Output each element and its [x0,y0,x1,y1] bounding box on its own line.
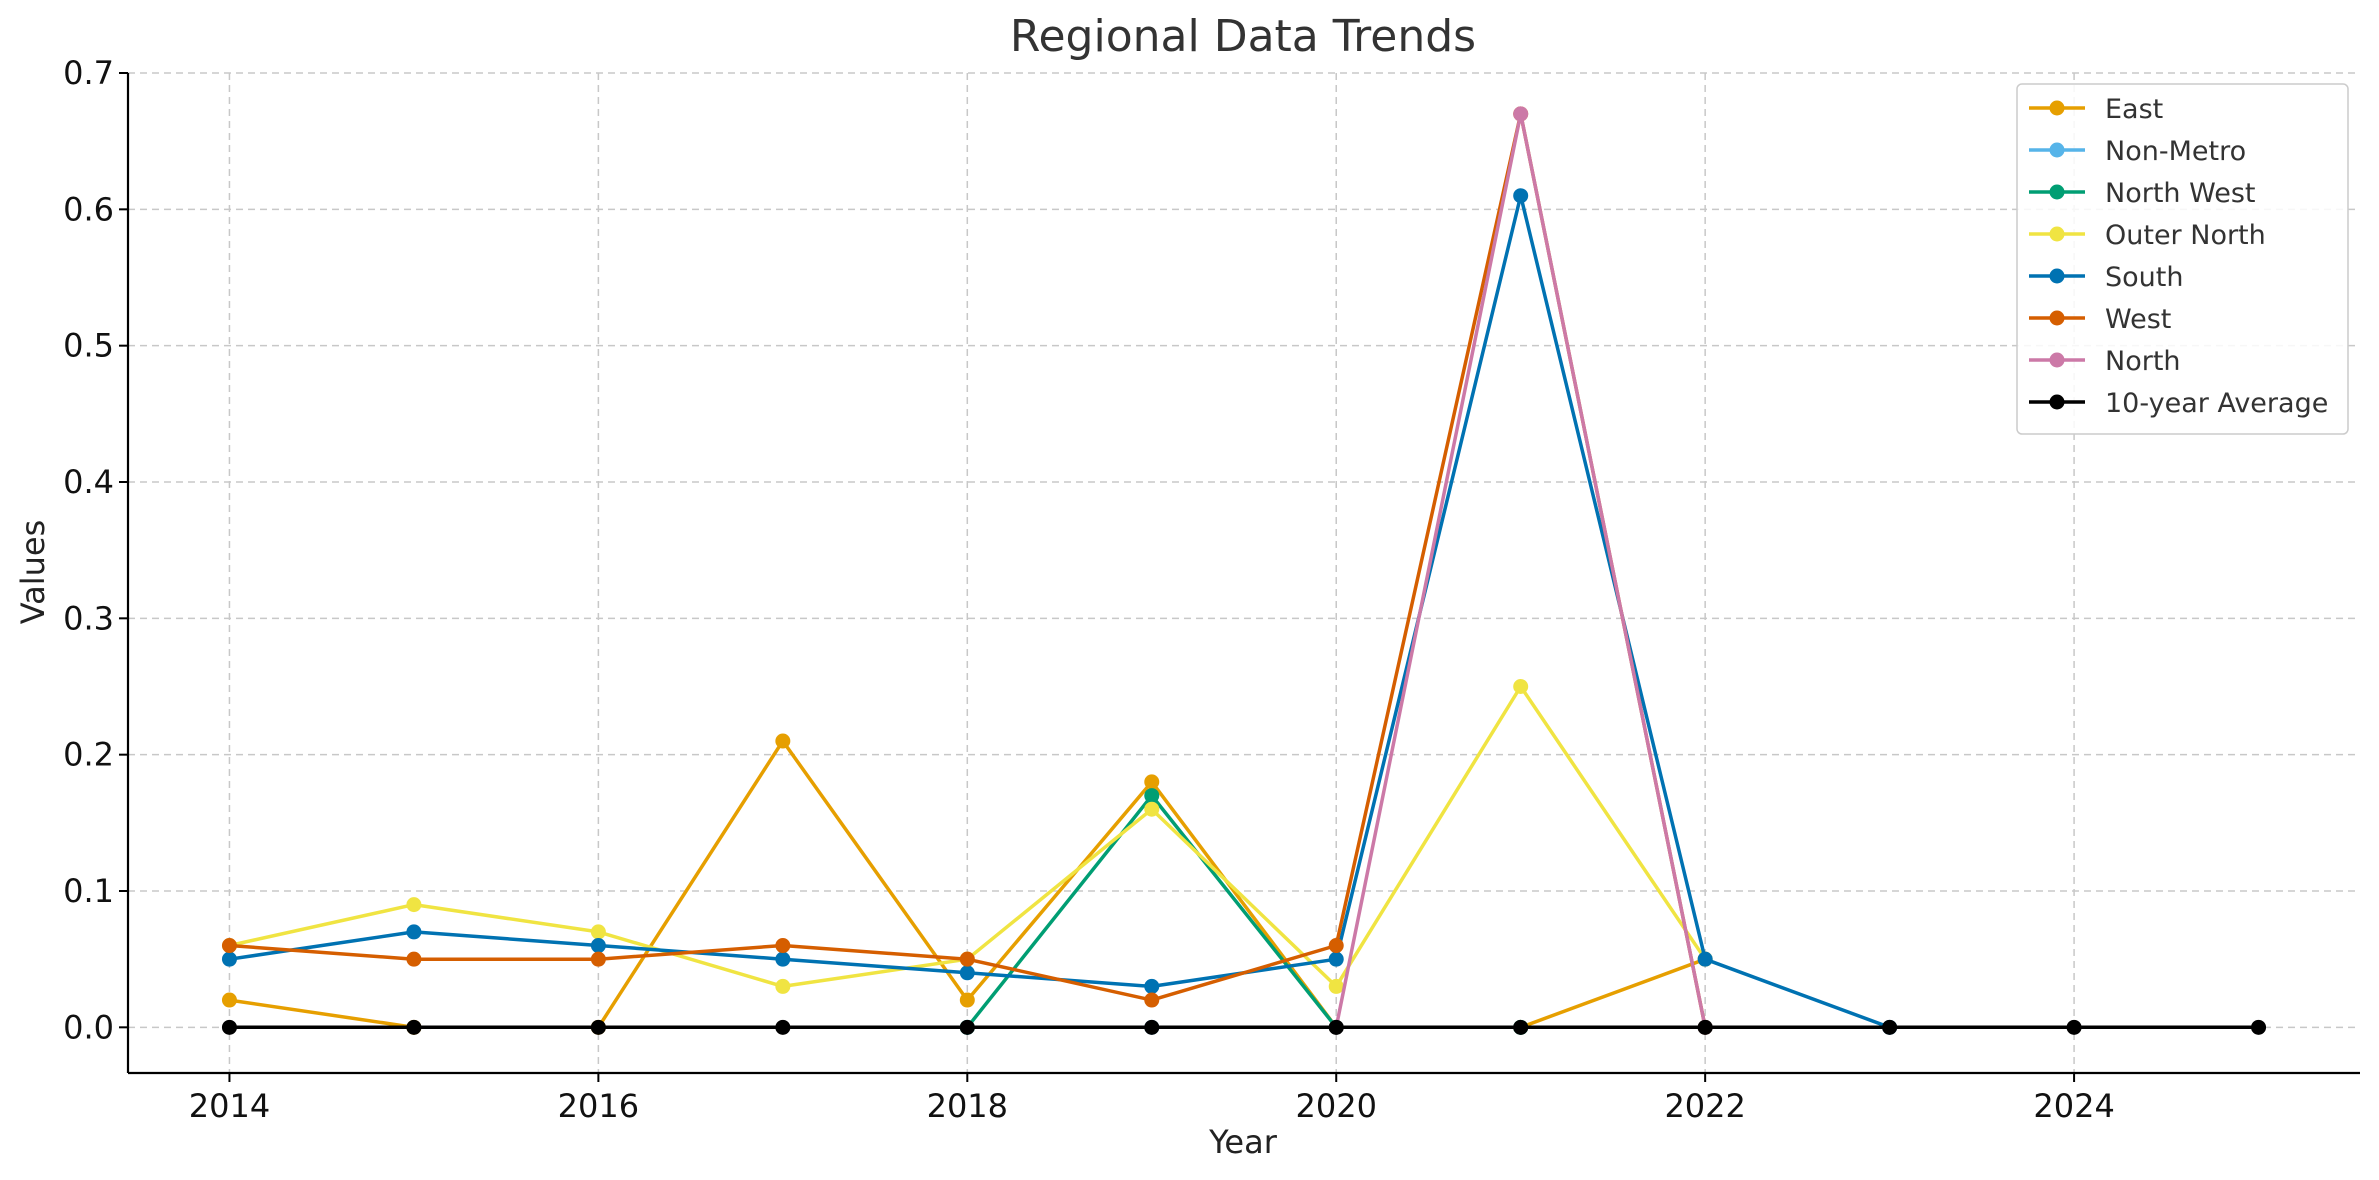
data-point-west [221,938,237,954]
data-point-outer-north [1144,801,1160,817]
x-tick-label: 2020 [1296,1087,1377,1125]
y-axis-label: Values [14,520,52,625]
data-point-10-year-average [959,1019,975,1035]
legend-item-10-year-average: 10-year Average [2029,388,2328,419]
legend-box [2016,83,2349,435]
series-line-south [229,193,1891,1029]
x-tick-label: 2018 [927,1087,1008,1125]
data-point-10-year-average [1882,1019,1898,1035]
data-point-west [959,951,975,967]
legend-item-west: West [2029,304,2171,335]
data-point-10-year-average [1144,1019,1160,1035]
series-north [1328,106,1713,1035]
y-tick-label: 0.5 [63,327,114,365]
legend-label: East [2105,94,2163,125]
legend-label: South [2105,262,2183,293]
data-point-outer-north [1328,978,1344,994]
data-point-west [775,938,791,954]
legend-label: North [2105,346,2181,377]
data-point-10-year-average [1697,1019,1713,1035]
legend-swatch-marker [2049,226,2065,242]
legend-swatch-marker [2049,100,2065,116]
y-tick-label: 0.0 [63,1008,114,1046]
legend-item-south: South [2029,262,2183,293]
y-tick-label: 0.7 [63,54,114,92]
x-tick-label: 2024 [2033,1087,2114,1125]
legend-item-non-metro: Non-Metro [2029,136,2246,167]
data-point-outer-north [1513,678,1529,694]
data-point-north-west [1144,788,1160,804]
data-point-outer-north [775,978,791,994]
data-point-west [1328,938,1344,954]
series-south [221,188,1898,1035]
legend-item-north: North [2029,346,2181,377]
data-point-east [775,733,791,749]
legend-label: 10-year Average [2105,388,2328,419]
data-point-east [959,992,975,1008]
legend-swatch-marker [2049,268,2065,284]
data-point-10-year-average [406,1019,422,1035]
data-point-10-year-average [590,1019,606,1035]
legend-label: North West [2105,178,2255,209]
data-point-10-year-average [2066,1019,2082,1035]
legend-swatch-marker [2049,310,2065,326]
data-point-west [590,951,606,967]
legend-swatch-marker [2049,352,2065,368]
data-point-south [1697,951,1713,967]
legend-item-outer-north: Outer North [2029,220,2266,251]
y-tick-label: 0.4 [63,463,114,501]
data-point-east [1144,774,1160,790]
legend-item-north-west: North West [2029,178,2255,209]
data-point-south [221,951,237,967]
y-tick-label: 0.3 [63,599,114,637]
data-point-west [406,951,422,967]
data-point-10-year-average [775,1019,791,1035]
data-point-south [406,924,422,940]
y-axis-ticks: 0.0 0.1 0.2 0.3 0.4 0.5 0.6 0.7 [63,54,128,1046]
legend-swatch-marker [2049,142,2065,158]
axes [126,73,2360,1075]
data-point-outer-north [406,897,422,913]
x-tick-label: 2016 [558,1087,639,1125]
series-10-year-average [221,1019,2267,1035]
legend-swatch-marker [2049,184,2065,200]
legend-label: West [2105,304,2171,335]
legend: East Non-Metro North West Outer North South W… [2016,83,2349,435]
x-tick-label: 2014 [189,1087,270,1125]
data-point-10-year-average [221,1019,237,1035]
y-tick-label: 0.6 [63,190,114,228]
data-point-south [775,951,791,967]
data-point-south [1144,978,1160,994]
data-point-10-year-average [1328,1019,1344,1035]
data-point-10-year-average [2251,1019,2267,1035]
data-point-south [1328,951,1344,967]
legend-label: Non-Metro [2105,136,2246,167]
data-point-east [221,992,237,1008]
data-point-west [1144,992,1160,1008]
data-point-10-year-average [1513,1019,1529,1035]
x-axis-label: Year [1208,1123,1278,1161]
data-point-south [959,965,975,981]
y-tick-label: 0.1 [63,872,114,910]
chart-title: Regional Data Trends [1010,11,1476,62]
series-lines [221,106,2267,1035]
legend-item-east: East [2029,94,2163,125]
data-point-south [590,938,606,954]
data-point-outer-north [590,924,606,940]
data-point-north [1513,106,1529,122]
x-axis-ticks: 2014 2016 2018 2020 2022 2024 [189,1073,2115,1125]
legend-label: Outer North [2105,220,2266,251]
data-point-south [1513,188,1529,204]
x-tick-label: 2022 [1664,1087,1745,1125]
legend-swatch-marker [2049,394,2065,410]
y-tick-label: 0.2 [63,736,114,774]
